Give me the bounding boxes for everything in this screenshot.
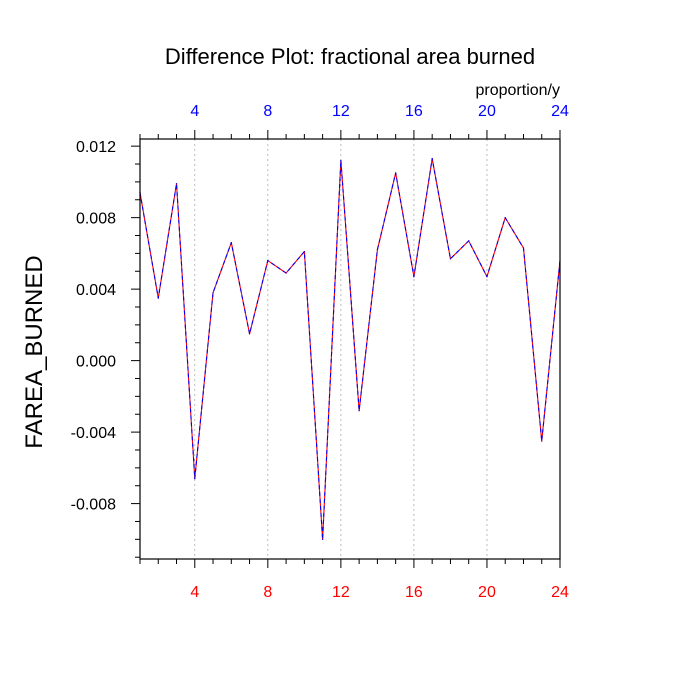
data-point-1-6 <box>248 333 251 335</box>
x-tick-label-bottom-4: 4 <box>190 584 199 601</box>
x-tick-label-top-12: 12 <box>332 103 350 120</box>
data-point-1-14 <box>395 172 397 174</box>
x-tick-label-bottom-12: 12 <box>332 584 350 601</box>
data-point-1-10 <box>322 538 324 540</box>
x-tick-label-top-24: 24 <box>551 103 569 120</box>
x-tick-label-top-4: 4 <box>190 103 199 120</box>
plot-frame <box>139 138 561 560</box>
data-point-1-1 <box>157 297 159 299</box>
data-point-1-22 <box>541 440 543 442</box>
x-tick-label-bottom-20: 20 <box>478 584 496 601</box>
data-point-1-13 <box>376 249 378 251</box>
data-point-1-2 <box>175 183 178 185</box>
data-point-1-7 <box>267 259 269 262</box>
data-point-1-8 <box>285 272 287 274</box>
y-tick-label-4: 0.008 <box>76 211 116 228</box>
grid-layer <box>194 139 488 559</box>
data-point-1-18 <box>468 240 470 242</box>
x-tick-label-top-16: 16 <box>405 103 423 120</box>
y-tick-label-2: 0.000 <box>76 354 116 371</box>
data-point-1-12 <box>358 410 360 412</box>
x-tick-label-bottom-8: 8 <box>263 584 272 601</box>
y-tick-label-5: 0.012 <box>76 139 116 156</box>
data-point-1-4 <box>212 292 214 294</box>
y-tick-label-1: -0.004 <box>71 425 116 442</box>
series-line-1 <box>139 158 561 540</box>
chart-title: Difference Plot: fractional area burned <box>165 44 535 69</box>
tick-layer <box>131 130 561 568</box>
x-tick-label-bottom-16: 16 <box>405 584 423 601</box>
x-tick-label-bottom-24: 24 <box>551 584 569 601</box>
data-point-1-15 <box>413 276 415 278</box>
series-layer <box>139 158 561 540</box>
label-layer: 4 4 8 8 12 12 16 16 20 20 24 24 -0.008 -0.004 0.000 0.0… <box>71 103 569 601</box>
y-axis-label: FAREA_BURNED <box>21 255 48 448</box>
x-tick-label-top-8: 8 <box>263 103 272 120</box>
data-point-1-19 <box>486 276 488 278</box>
data-point-1-3 <box>194 477 196 480</box>
data-point-1-5 <box>230 242 232 244</box>
data-point-1-16 <box>431 158 433 160</box>
x-tick-label-top-20: 20 <box>478 103 496 120</box>
units-label: proportion/y <box>476 82 561 99</box>
series-line-0 <box>139 158 561 540</box>
y-tick-label-0: -0.008 <box>71 497 116 514</box>
data-point-1-11 <box>340 159 342 162</box>
data-point-1-20 <box>504 217 506 219</box>
y-tick-label-3: 0.004 <box>76 282 116 299</box>
data-point-1-17 <box>449 258 452 260</box>
data-point-1-21 <box>522 247 525 249</box>
data-point-1-9 <box>303 250 305 253</box>
